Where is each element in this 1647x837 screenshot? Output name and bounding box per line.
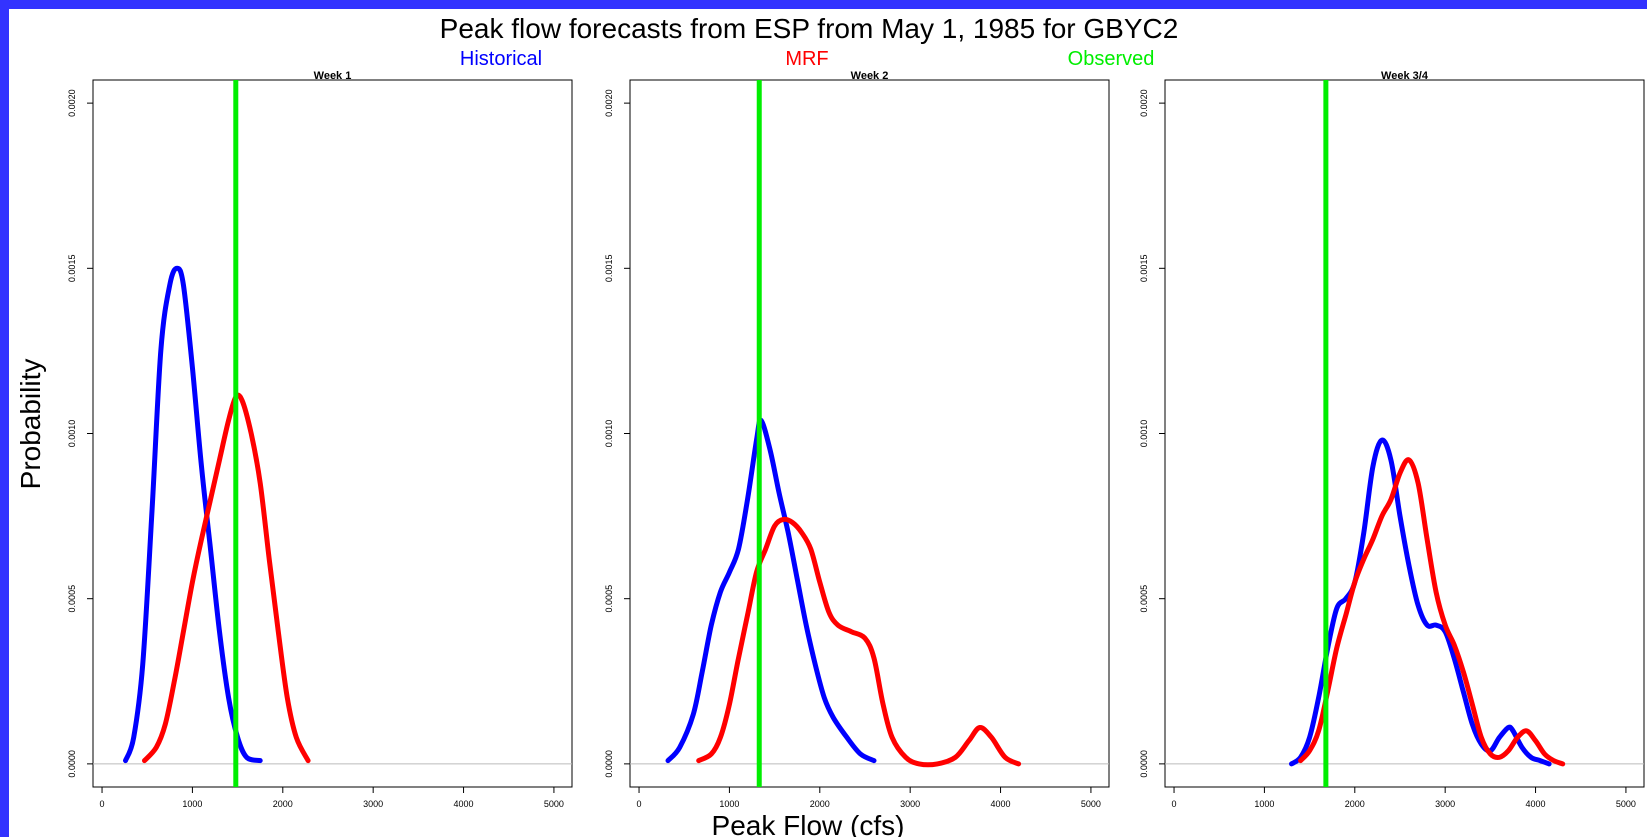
plot-frame	[92, 79, 573, 788]
y-tick-label: 0.0000	[604, 750, 614, 778]
panel-title: Week 1	[314, 70, 352, 82]
x-tick-label: 2000	[273, 799, 293, 809]
x-tick-label: 0	[637, 799, 642, 809]
x-tick-label: 1000	[1254, 799, 1274, 809]
panel-1: Week 1 0 1000 2000 3000 4000 5000 0.0000 0.0005 0…	[67, 70, 573, 809]
y-tick-label: 0.0010	[604, 420, 614, 448]
x-tick-label: 1000	[182, 799, 202, 809]
x-tick-label: 0	[1172, 799, 1177, 809]
x-tick-label: 2000	[1345, 799, 1365, 809]
y-tick-label: 0.0010	[1139, 420, 1149, 448]
y-tick-label: 0.0000	[67, 750, 77, 778]
series-historical-line	[665, 417, 877, 764]
series-historical-line	[123, 265, 263, 764]
chart-svg: Peak flow forecasts from ESP from May 1,…	[15, 13, 1645, 837]
y-axis-label: Probability	[15, 359, 46, 490]
x-tick-label: 3000	[363, 799, 383, 809]
x-tick-label: 4000	[991, 799, 1011, 809]
x-tick-label: 0	[100, 799, 105, 809]
y-tick-label: 0.0020	[67, 89, 77, 117]
x-tick-label: 5000	[1616, 799, 1636, 809]
x-tick-label: 5000	[1081, 799, 1101, 809]
y-tick-label: 0.0015	[67, 255, 77, 283]
legend-observed: Observed	[1068, 48, 1155, 70]
y-tick-label: 0.0005	[604, 585, 614, 613]
y-tick-label: 0.0005	[67, 585, 77, 613]
y-tick-label: 0.0015	[604, 255, 614, 283]
panel-3: Week 3/4 0 1000 2000 3000 4000 5000 0.0000 0.000…	[1139, 70, 1645, 809]
series-historical-line	[1289, 437, 1552, 767]
panel-2: Week 2 0 1000 2000 3000 4000 5000 0.0000 0.0005 0…	[604, 70, 1110, 809]
series-mrf-line	[696, 516, 1022, 768]
y-tick-label: 0.0020	[604, 89, 614, 117]
x-tick-label: 3000	[1435, 799, 1455, 809]
y-tick-label: 0.0010	[67, 420, 77, 448]
chart-title: Peak flow forecasts from ESP from May 1,…	[440, 13, 1179, 44]
chart-frame: Peak flow forecasts from ESP from May 1,…	[9, 9, 1647, 837]
y-tick-label: 0.0015	[1139, 255, 1149, 283]
y-tick-label: 0.0005	[1139, 585, 1149, 613]
y-tick-label: 0.0000	[1139, 750, 1149, 778]
x-tick-label: 4000	[1526, 799, 1546, 809]
y-tick-label: 0.0020	[1139, 89, 1149, 117]
x-tick-label: 1000	[719, 799, 739, 809]
legend-historical: Historical	[460, 48, 542, 70]
plot-frame	[1164, 79, 1645, 788]
panel-title: Week 2	[851, 70, 889, 82]
legend-mrf: MRF	[785, 48, 828, 70]
x-axis-label: Peak Flow (cfs)	[712, 810, 905, 837]
series-mrf-line	[1298, 457, 1566, 767]
x-tick-label: 4000	[454, 799, 474, 809]
x-tick-label: 3000	[900, 799, 920, 809]
panel-title: Week 3/4	[1381, 70, 1429, 82]
chart-panels: Week 1 0 1000 2000 3000 4000 5000 0.0000 0.0005 0…	[67, 70, 1645, 809]
x-tick-label: 5000	[544, 799, 564, 809]
x-tick-label: 2000	[810, 799, 830, 809]
series-mrf-line	[142, 392, 311, 764]
